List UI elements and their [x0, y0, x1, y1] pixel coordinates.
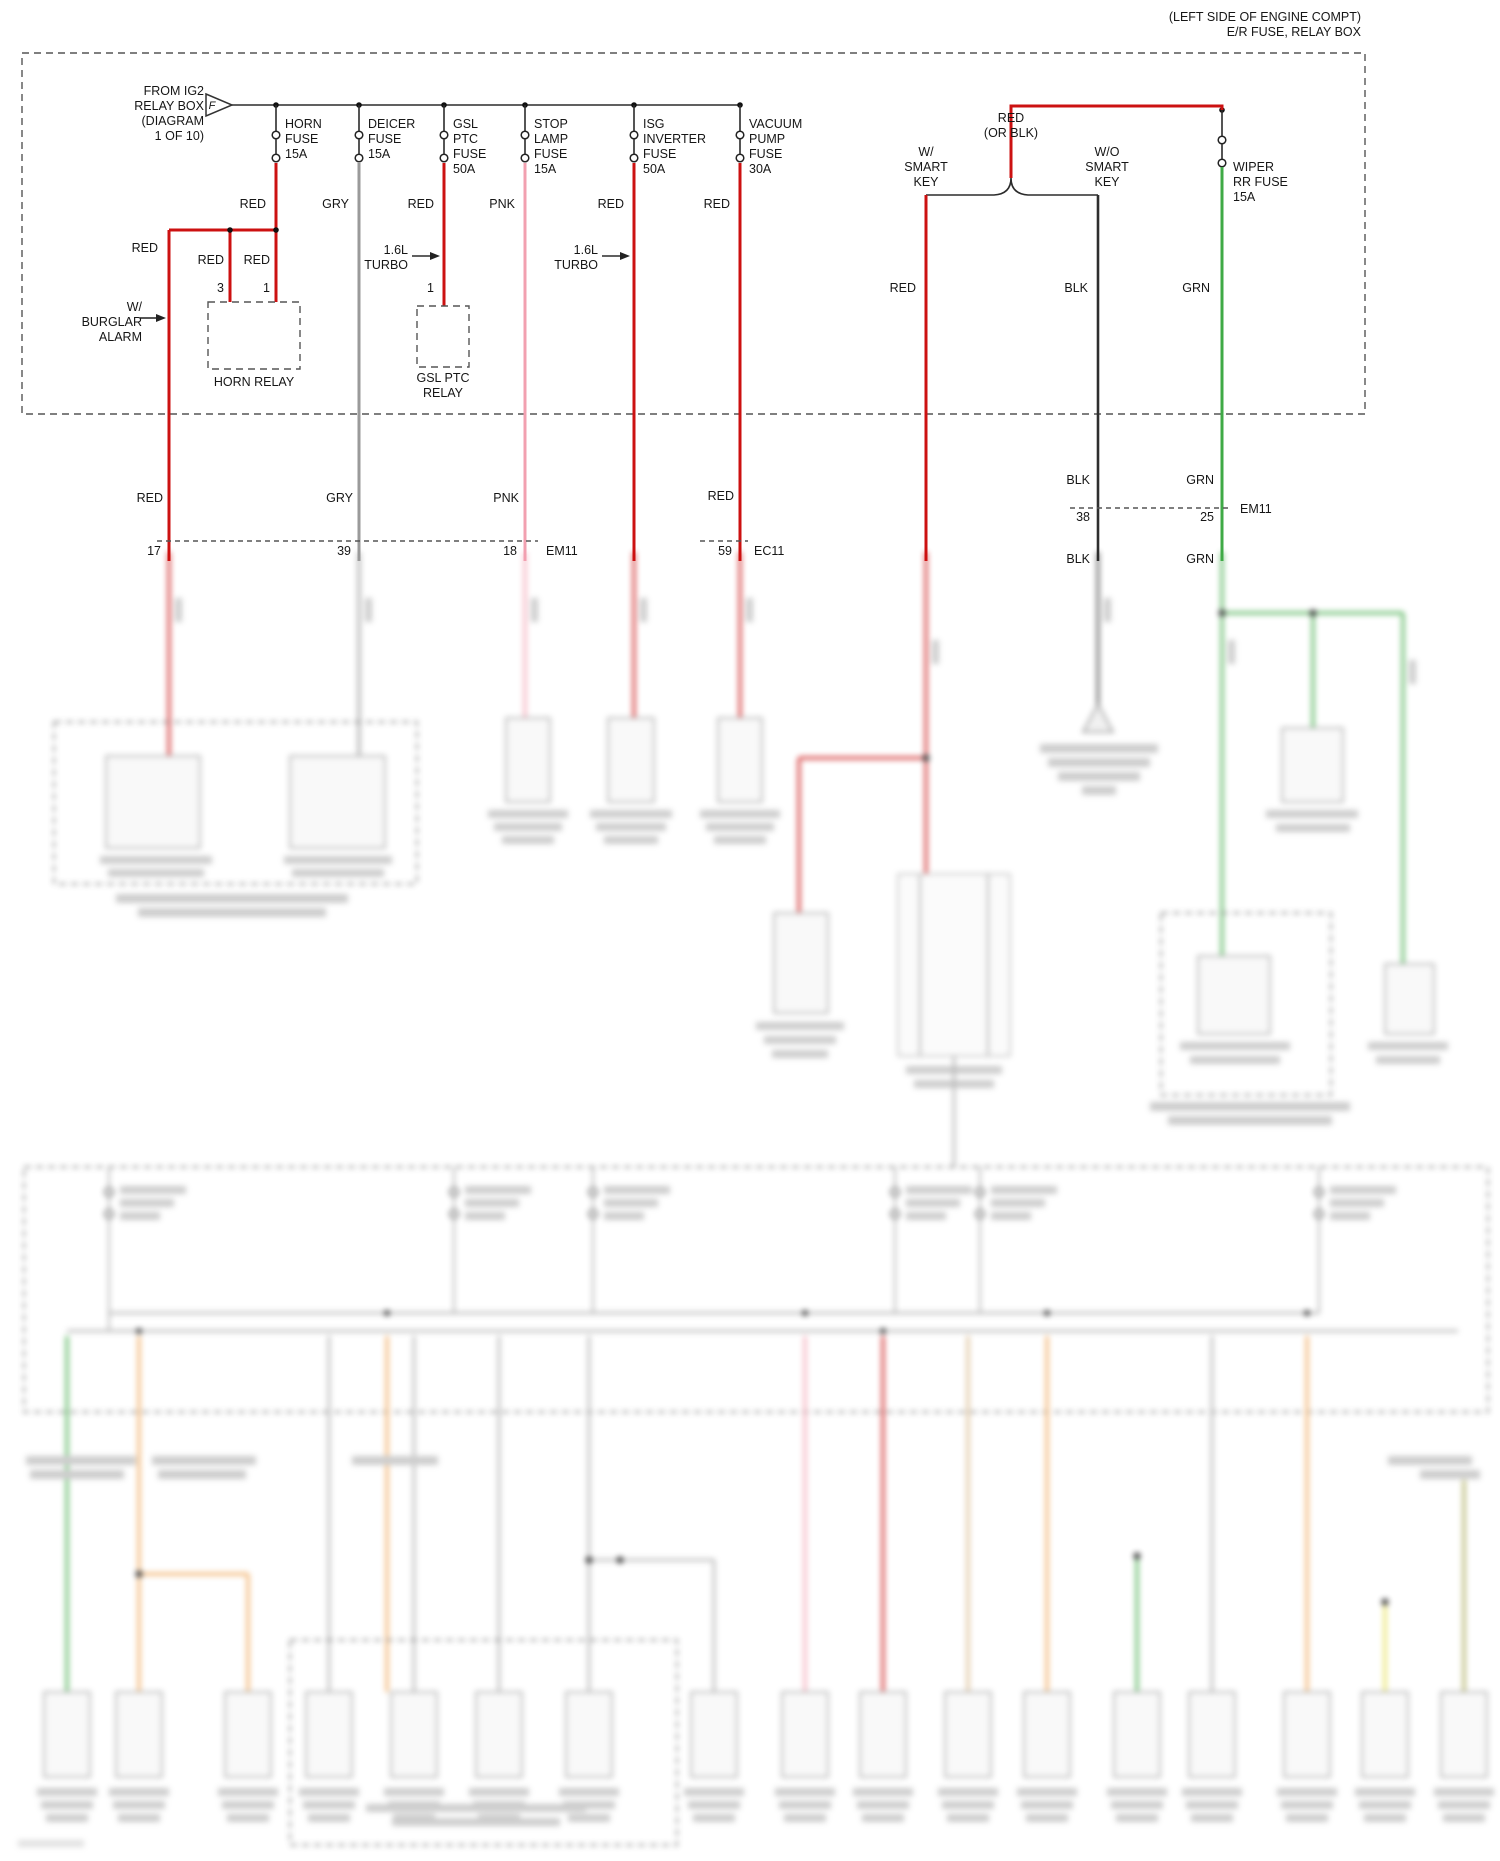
relay-outlines	[207, 301, 470, 370]
burglar-alarm-note: W/ BURGLAR ALARM	[81, 300, 142, 344]
wiper-fuse-label: WIPER RR FUSE 15A	[1233, 160, 1288, 204]
gsl-turbo-arrow-icon	[430, 252, 440, 260]
lower-wire-red2: RED	[707, 489, 734, 503]
right-wire-grn-top: GRN	[1186, 473, 1214, 487]
horn-pin-left: 3	[217, 281, 224, 295]
blurred-junction-box	[23, 1166, 1489, 1413]
right-wire-blk-top: BLK	[1066, 473, 1090, 487]
lower-wire-pnk: PNK	[493, 491, 519, 505]
pin-59: 59	[718, 544, 732, 558]
blurred-mid-components	[488, 717, 780, 844]
horn-feed-wire-color: RED	[131, 241, 158, 255]
blurred-center-relay	[897, 873, 1011, 1167]
pin-39: 39	[337, 544, 351, 558]
right-wire-grn-bottom: GRN	[1186, 552, 1214, 566]
gsl-ptc-relay-outline	[416, 305, 470, 368]
fuse-symbol-vacuum-pump	[735, 101, 745, 163]
burglar-alarm-arrow-icon	[156, 314, 166, 322]
isg-turbo-arrow-icon	[620, 252, 630, 260]
gsl-turbo-note: 1.6L TURBO	[364, 243, 408, 272]
wire-color-vacuum: RED	[703, 197, 730, 211]
ig2-power-bus	[205, 92, 740, 118]
fuse-symbol-horn	[271, 101, 281, 163]
without-smartkey-wire: BLK	[1064, 281, 1088, 295]
with-smartkey-label: W/ SMART KEY	[904, 145, 948, 189]
without-smartkey-label: W/O SMART KEY	[1085, 145, 1129, 189]
connector-em11: EM11	[546, 544, 578, 558]
label-fuse-vacuum: VACUUM PUMP FUSE 30A	[749, 117, 803, 176]
pin-18: 18	[503, 544, 517, 558]
fuse-symbol-wiper-rr	[1217, 106, 1227, 168]
wire-color-isg: RED	[597, 197, 624, 211]
gsl-relay-label: GSL PTC RELAY	[416, 371, 470, 400]
blurred-lower-wires	[26, 1336, 1480, 1692]
wire-color-stop: PNK	[489, 197, 515, 211]
label-fuse-horn: HORN FUSE 15A	[285, 117, 322, 161]
pointer-arrows	[140, 252, 630, 322]
isg-turbo-note: 1.6L TURBO	[554, 243, 598, 272]
blurred-ground-connector	[1040, 702, 1158, 795]
connector-em11-right: EM11	[1240, 502, 1272, 516]
wire-smartkey-feed-red	[1009, 104, 1224, 178]
horn-pin-wire-left: RED	[197, 253, 224, 267]
horn-relay-outline	[207, 301, 301, 370]
pin-17: 17	[147, 544, 161, 558]
smartkey-feed-label: RED (OR BLK)	[983, 111, 1039, 140]
label-fuse-gsl: GSL PTC FUSE 50A	[453, 117, 487, 176]
lower-wire-red: RED	[136, 491, 163, 505]
fuse-symbol-isg-inverter	[629, 101, 639, 163]
pin-25: 25	[1200, 510, 1214, 524]
blurred-left-assembly	[53, 721, 418, 917]
blurred-right-assemblies	[1150, 727, 1448, 1125]
gsl-pin: 1	[427, 281, 434, 295]
source-connector-letter: F	[208, 100, 216, 112]
wire-color-deicer: GRY	[322, 197, 349, 211]
horn-pin-wire-right: RED	[243, 253, 270, 267]
wires	[167, 104, 1224, 561]
horn-relay-label: HORN RELAY	[213, 375, 295, 389]
label-fuse-isg: ISG INVERTER FUSE 50A	[643, 117, 706, 176]
wiper-wire-top: GRN	[1182, 281, 1210, 295]
source-label: FROM IG2 RELAY BOX (DIAGRAM 1 OF 10)	[134, 84, 204, 143]
blurred-bottom-components	[18, 1639, 1495, 1847]
with-smartkey-wire: RED	[889, 281, 916, 295]
lower-wire-gry: GRY	[326, 491, 353, 505]
pin-38: 38	[1076, 510, 1090, 524]
blurred-branch-component	[756, 912, 844, 1058]
label-fuse-stop: STOP LAMP FUSE 15A	[534, 117, 569, 176]
wire-color-gsl: RED	[407, 197, 434, 211]
label-fuse-deicer: DEICER FUSE 15A	[368, 117, 416, 161]
connector-ec11: EC11	[754, 544, 785, 558]
blurred-wire-continuations	[167, 552, 1416, 964]
wire-horn-red	[167, 163, 278, 561]
connector-boundaries	[157, 507, 1232, 542]
wire-color-horn: RED	[239, 197, 266, 211]
corner-note: (LEFT SIDE OF ENGINE COMPT) E/R FUSE, RE…	[1168, 10, 1361, 39]
right-wire-blk-bottom: BLK	[1066, 552, 1090, 566]
horn-pin-right: 1	[263, 281, 270, 295]
smart-key-split-bracket	[926, 177, 1098, 196]
